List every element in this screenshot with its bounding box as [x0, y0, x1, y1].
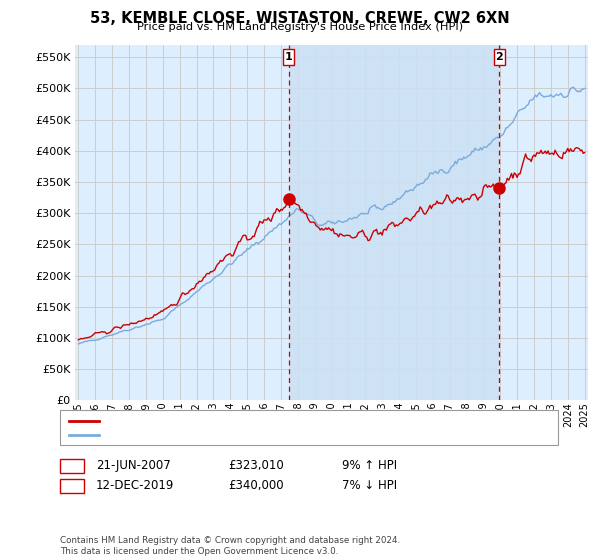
Text: 1: 1	[285, 52, 293, 62]
Text: Contains HM Land Registry data © Crown copyright and database right 2024.
This d: Contains HM Land Registry data © Crown c…	[60, 536, 400, 556]
Text: 2: 2	[496, 52, 503, 62]
Text: 1: 1	[68, 459, 76, 473]
Text: £323,010: £323,010	[228, 459, 284, 473]
FancyBboxPatch shape	[494, 49, 505, 66]
Text: HPI: Average price, detached house, Cheshire East: HPI: Average price, detached house, Ches…	[105, 431, 370, 441]
Text: 53, KEMBLE CLOSE, WISTASTON, CREWE, CW2 6XN: 53, KEMBLE CLOSE, WISTASTON, CREWE, CW2 …	[90, 11, 510, 26]
Text: 53, KEMBLE CLOSE, WISTASTON, CREWE, CW2 6XN (detached house): 53, KEMBLE CLOSE, WISTASTON, CREWE, CW2 …	[105, 416, 467, 426]
Text: 21-JUN-2007: 21-JUN-2007	[96, 459, 171, 473]
Text: 7% ↓ HPI: 7% ↓ HPI	[342, 479, 397, 492]
Text: 9% ↑ HPI: 9% ↑ HPI	[342, 459, 397, 473]
FancyBboxPatch shape	[283, 49, 294, 66]
Text: 12-DEC-2019: 12-DEC-2019	[96, 479, 175, 492]
Text: £340,000: £340,000	[228, 479, 284, 492]
Text: 2: 2	[68, 479, 76, 492]
Text: Price paid vs. HM Land Registry's House Price Index (HPI): Price paid vs. HM Land Registry's House …	[137, 22, 463, 32]
Bar	[289, 45, 499, 400]
